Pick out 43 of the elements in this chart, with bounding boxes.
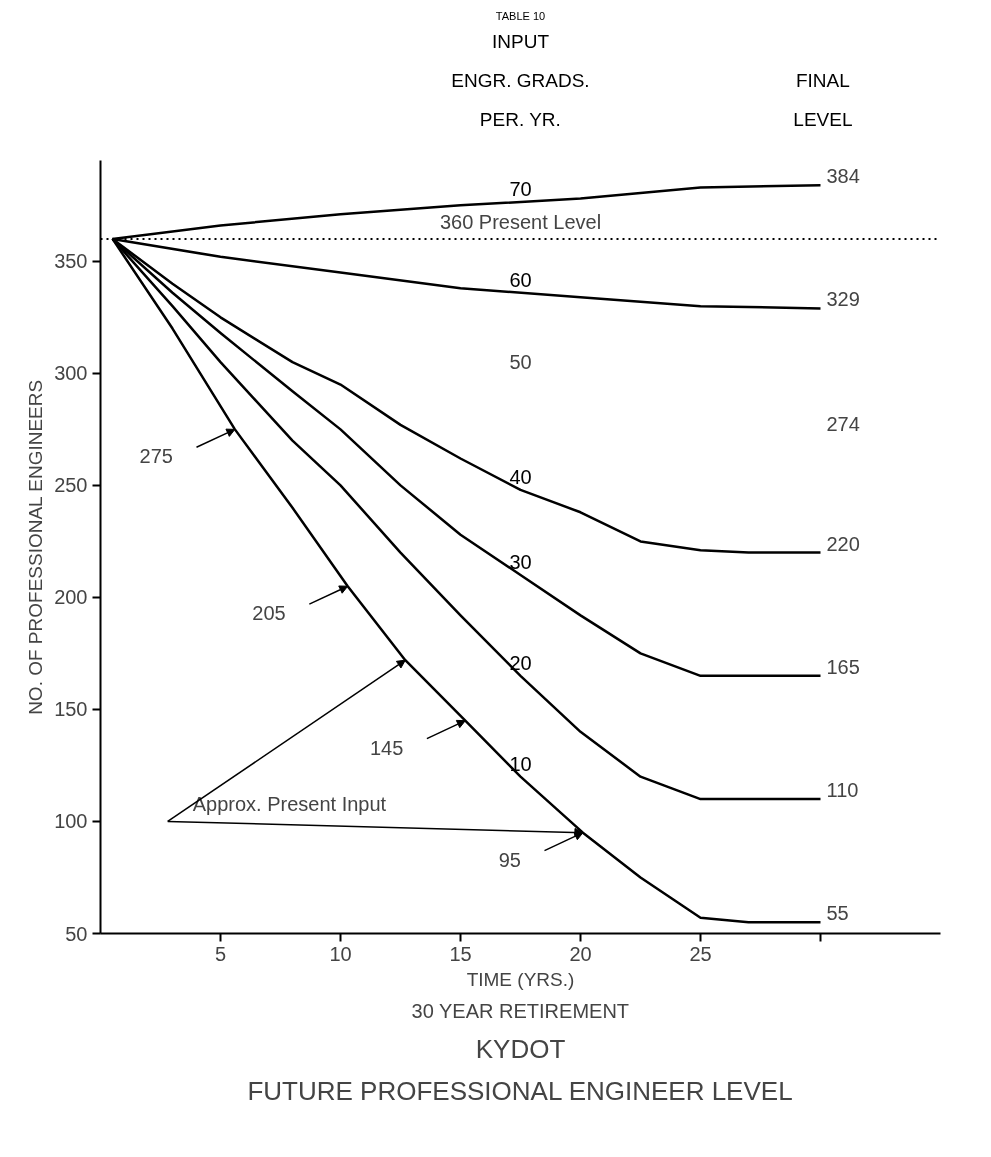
ref-line-label: 360 Present Level (439, 210, 602, 233)
series-label: 30 (509, 551, 532, 574)
x-tick-label: 10 (329, 942, 352, 965)
series-label: 70 (509, 177, 532, 200)
y-tick-label: 150 (54, 698, 88, 721)
text: FUTURE PROFESSIONAL ENGINEER LEVEL (247, 1075, 793, 1106)
text: FINAL (795, 69, 850, 91)
annotation: 50 (509, 351, 532, 374)
data-label: 95 (498, 848, 521, 871)
y-tick-label: 250 (54, 474, 88, 497)
y-tick-label: 300 (54, 362, 88, 385)
x-tick-label: 20 (569, 942, 592, 965)
text: KYDOT (475, 1033, 566, 1064)
x-tick-label: 15 (449, 942, 472, 965)
text: ENGR. GRADS. (451, 69, 590, 91)
series-label: 60 (509, 268, 532, 291)
y-tick-label: 350 (54, 250, 88, 273)
annotation: 274 (826, 413, 860, 436)
x-axis-title: TIME (YRS.) (466, 968, 575, 990)
caption: TABLE 10 (495, 9, 546, 22)
data-label: 329 (826, 288, 860, 311)
y-tick-label: 50 (65, 922, 88, 945)
series-label: 10 (509, 752, 532, 775)
series-label: 40 (509, 465, 532, 488)
data-label: 165 (826, 655, 860, 678)
text: 30 YEAR RETIREMENT (411, 999, 630, 1022)
x-tick-label: 25 (689, 942, 712, 965)
data-label: 145 (369, 736, 404, 759)
text: INPUT (492, 30, 550, 52)
series-label: 20 (509, 651, 532, 674)
y-tick-label: 100 (54, 810, 88, 833)
data-label: 55 (826, 902, 849, 925)
data-label: 205 (252, 602, 286, 625)
y-axis-title: NO. OF PROFESSIONAL ENGINEERS (25, 379, 47, 715)
data-label: 275 (139, 445, 173, 468)
y-tick-label: 200 (54, 586, 88, 609)
data-label: 110 (826, 779, 859, 802)
text: PER. YR. (479, 108, 561, 130)
data-label: 220 (826, 532, 860, 555)
text: LEVEL (793, 108, 853, 130)
data-label: 384 (826, 165, 860, 188)
annotation: Approx. Present Input (192, 793, 387, 816)
x-tick-label: 5 (214, 942, 227, 965)
